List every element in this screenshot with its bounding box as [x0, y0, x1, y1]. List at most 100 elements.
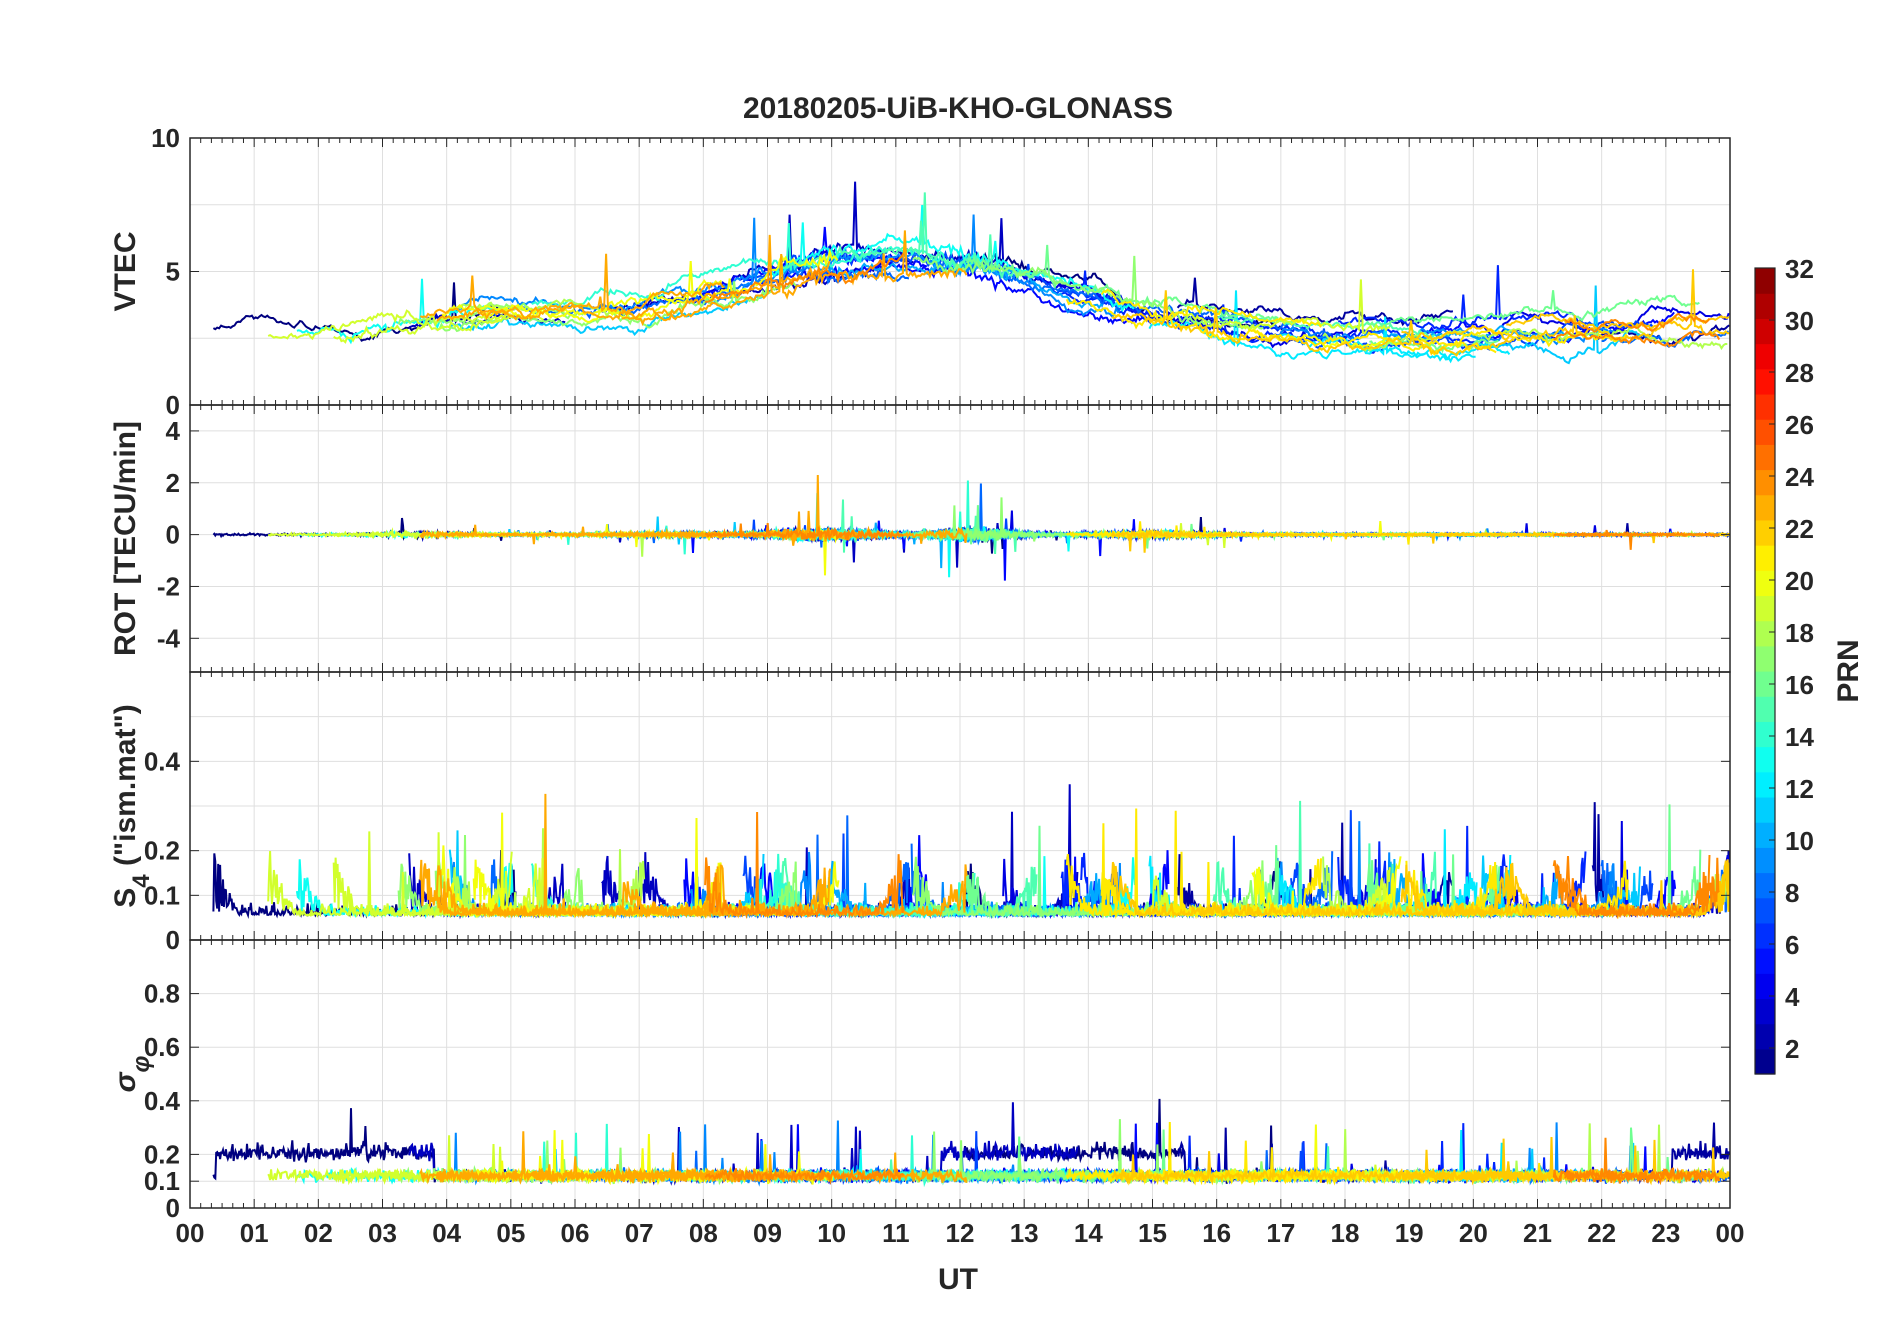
x-tick-label: 04 — [432, 1218, 461, 1248]
trace-prn-20 — [1251, 328, 1402, 349]
trace-prn-24 — [704, 1167, 905, 1185]
trace-prn-24 — [1553, 529, 1720, 550]
colorbar-segment — [1755, 897, 1775, 924]
trace-prn-22 — [1111, 1138, 1515, 1186]
colorbar-segment — [1755, 822, 1775, 848]
colorbar-segment — [1755, 922, 1775, 949]
y-tick-label: -4 — [157, 623, 181, 653]
colorbar-segment — [1755, 998, 1775, 1025]
colorbar-tick-label: 26 — [1785, 410, 1814, 440]
x-tick-label: 05 — [496, 1218, 525, 1248]
trace-prn-22 — [1506, 269, 1730, 336]
x-tick-label: 06 — [561, 1218, 590, 1248]
colorbar-segment — [1755, 570, 1775, 597]
y-axis-label: σφ — [109, 1055, 155, 1092]
y-tick-label: 4 — [166, 416, 181, 446]
colorbar-segment — [1755, 746, 1775, 773]
colorbar-tick-label: 8 — [1785, 878, 1799, 908]
x-tick-label: 18 — [1331, 1218, 1360, 1248]
x-tick-label: 16 — [1202, 1218, 1231, 1248]
x-tick-label: 20 — [1459, 1218, 1488, 1248]
x-tick-label: 08 — [689, 1218, 718, 1248]
colorbar-tick-label: 22 — [1785, 514, 1814, 544]
colorbar-segment — [1755, 771, 1775, 798]
colorbar-segment — [1755, 872, 1775, 899]
x-tick-label: 01 — [240, 1218, 269, 1248]
x-tick-label: 23 — [1651, 1218, 1680, 1248]
y-tick-label: 0.6 — [144, 1032, 180, 1062]
panel-traces — [212, 784, 1730, 920]
x-tick-label: 02 — [304, 1218, 333, 1248]
colorbar-segment — [1755, 620, 1775, 647]
trace-prn-9 — [450, 260, 812, 314]
trace-prn-22 — [1111, 290, 1515, 357]
y-label-sub: φ — [128, 1055, 155, 1072]
x-tick-label: 00 — [176, 1218, 205, 1248]
colorbar-tick-label: 10 — [1785, 826, 1814, 856]
x-tick-label: 19 — [1395, 1218, 1424, 1248]
colorbar-segment — [1755, 469, 1775, 496]
colorbar-segment — [1755, 519, 1775, 546]
colorbar-segment — [1755, 948, 1775, 974]
colorbar-segment — [1755, 419, 1775, 445]
colorbar-tick-label: 20 — [1785, 566, 1814, 596]
colorbar-segment — [1755, 393, 1775, 420]
x-tick-label: 15 — [1138, 1218, 1167, 1248]
panel-traces — [212, 181, 1730, 365]
y-tick-label: 0.1 — [144, 1166, 180, 1196]
y-axis-label: VTEC — [109, 231, 142, 311]
colorbar-tick-label: 12 — [1785, 774, 1814, 804]
trace-prn-21 — [1100, 288, 1322, 328]
trace-prn-23 — [621, 230, 968, 320]
colorbar-segment — [1755, 645, 1775, 672]
x-tick-label: 14 — [1074, 1218, 1103, 1248]
x-tick-label: 09 — [753, 1218, 782, 1248]
y-label-main: σ — [109, 1071, 142, 1092]
colorbar-segment — [1755, 796, 1775, 823]
trace-prn-16 — [1369, 338, 1499, 354]
trace-prn-24 — [705, 252, 905, 303]
colorbar-tick-label: 28 — [1785, 358, 1814, 388]
x-tick-label: 22 — [1587, 1218, 1616, 1248]
y-tick-label: 0 — [166, 520, 180, 550]
colorbar-segment — [1755, 494, 1775, 521]
trace-prn-19 — [267, 309, 544, 341]
trace-prn-12 — [1276, 316, 1476, 364]
y-tick-label: 0.2 — [144, 1139, 180, 1169]
y-tick-label: 0 — [166, 1193, 180, 1223]
x-tick-label: 00 — [1716, 1218, 1745, 1248]
x-tick-label: 07 — [625, 1218, 654, 1248]
colorbar-segment — [1755, 368, 1775, 395]
trace-prn-24 — [704, 811, 905, 920]
trace-prn-24 — [1564, 312, 1711, 333]
x-tick-label: 17 — [1266, 1218, 1295, 1248]
x-tick-label: 03 — [368, 1218, 397, 1248]
colorbar-tick-label: 14 — [1785, 722, 1814, 752]
y-tick-label: 10 — [151, 123, 180, 153]
panel-vtec: 0 5 10 VTEC — [109, 123, 1731, 420]
y-tick-label: 5 — [166, 257, 180, 287]
chart-title: 20180205-UiB-KHO-GLONASS — [743, 92, 1173, 125]
y-label-sub: 4 — [128, 874, 155, 888]
colorbar-segment — [1755, 847, 1775, 874]
colorbar-segment — [1755, 671, 1775, 697]
y-tick-label: 0 — [166, 390, 180, 420]
trace-prn-13 — [771, 204, 1135, 313]
y-tick-label: 0.8 — [144, 979, 180, 1009]
trace-prn-16 — [1365, 290, 1700, 329]
x-tick-label: 21 — [1523, 1218, 1552, 1248]
trace-prn-11 — [1481, 285, 1641, 365]
y-label-rest: ("ism.mat") — [109, 704, 142, 874]
trace-prn-22 — [1110, 528, 1515, 553]
trace-prn-20 — [473, 247, 839, 324]
y-tick-label: 0.4 — [144, 1086, 181, 1116]
trace-prn-24 — [1552, 1167, 1721, 1184]
colorbar-tick-label: 16 — [1785, 670, 1814, 700]
colorbar-segment — [1755, 696, 1775, 722]
colorbar-tick-label: 24 — [1785, 462, 1814, 492]
colorbar-tick-label: 32 — [1785, 254, 1814, 284]
y-tick-label: 0 — [166, 925, 180, 955]
trace-prn-22 — [1110, 861, 1516, 919]
